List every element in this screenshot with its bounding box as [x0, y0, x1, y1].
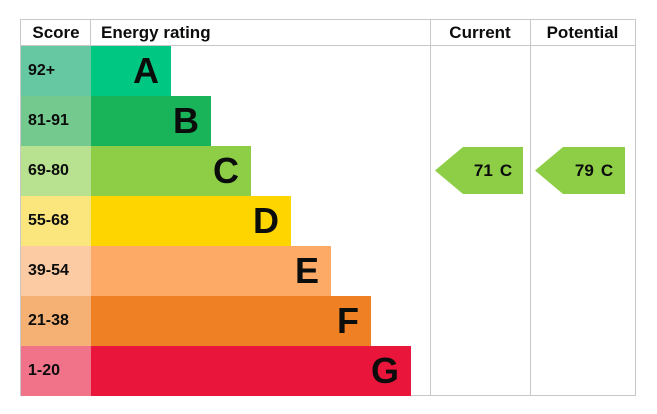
band-letter-c: C — [213, 150, 239, 191]
current-rating-arrow: 71 C — [435, 147, 523, 194]
potential-rating-letter: C — [600, 160, 614, 180]
score-range-d: 55-68 — [21, 196, 91, 246]
epc-table: Score Energy rating Current Potential 92… — [20, 19, 636, 396]
band-bar-d: D — [91, 196, 291, 246]
score-range-b: 81-91 — [21, 96, 91, 146]
potential-column-header: Potential — [546, 23, 619, 42]
band-row-d: 55-68 D — [21, 196, 431, 246]
band-row-f: 21-38 F — [21, 296, 431, 346]
band-letter-e: E — [294, 250, 319, 291]
potential-rating-arrow: 79 C — [535, 147, 625, 194]
score-range-c: 69-80 — [21, 146, 91, 196]
energy-rating-column-header: Energy rating — [101, 23, 211, 42]
band-letter-d: D — [253, 200, 279, 241]
score-range-a: 92+ — [21, 46, 91, 96]
band-bar-b: B — [91, 96, 211, 146]
score-range-e: 39-54 — [21, 246, 91, 296]
band-bar-e: E — [91, 246, 331, 296]
potential-rating-score: 79 — [574, 160, 594, 180]
band-row-c: 69-80 C — [21, 146, 431, 196]
band-bar-f: F — [91, 296, 371, 346]
potential-column-divider — [530, 20, 531, 395]
score-column-header: Score — [32, 23, 80, 42]
band-bar-a: A — [91, 46, 171, 96]
score-column-divider — [90, 20, 91, 46]
band-letter-b: B — [173, 100, 199, 141]
band-row-e: 39-54 E — [21, 246, 431, 296]
current-column-header: Current — [449, 23, 511, 42]
current-rating-letter: C — [499, 160, 513, 180]
band-row-g: 1-20 G — [21, 346, 431, 396]
band-letter-a: A — [133, 50, 159, 91]
band-letter-g: G — [370, 350, 399, 391]
band-row-a: 92+ A — [21, 46, 431, 96]
band-letter-f: F — [337, 300, 359, 341]
score-range-f: 21-38 — [21, 296, 91, 346]
current-rating-score: 71 — [473, 160, 493, 180]
band-bar-g: G — [91, 346, 411, 396]
band-bar-c: C — [91, 146, 251, 196]
band-row-b: 81-91 B — [21, 96, 431, 146]
table-header-row: Score Energy rating Current Potential — [21, 20, 635, 46]
score-range-g: 1-20 — [21, 346, 91, 396]
current-column-divider — [430, 20, 431, 395]
